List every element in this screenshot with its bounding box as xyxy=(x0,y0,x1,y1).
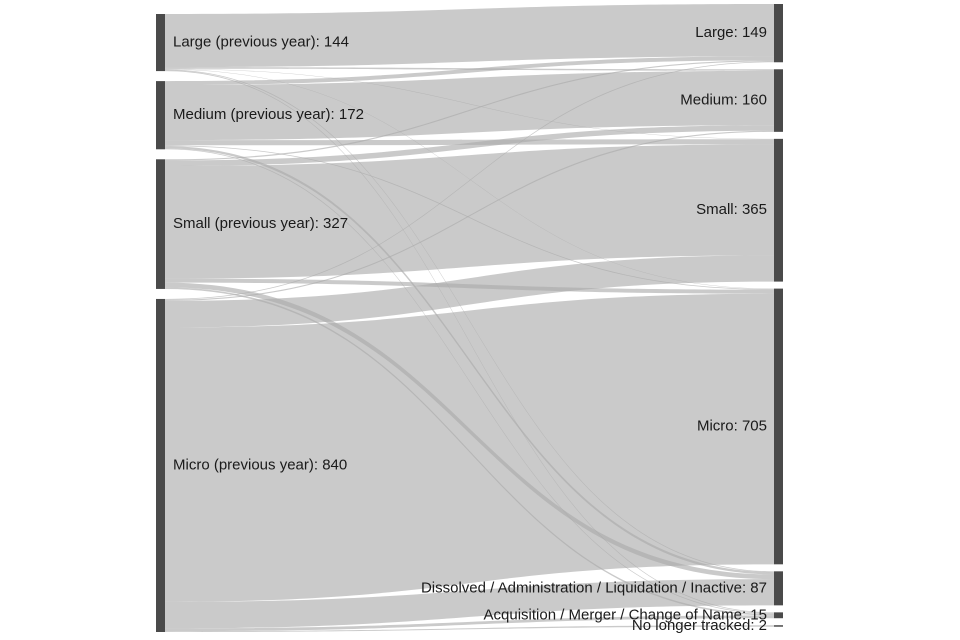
label-micro: Micro: 705 xyxy=(697,417,767,434)
node-acquisition xyxy=(774,612,783,619)
flow-large_prev-to-medium xyxy=(165,67,774,71)
flow-micro_prev-to-small xyxy=(165,255,774,328)
flow-large_prev-to-large xyxy=(165,4,774,68)
flow-large_prev-to-dissolved xyxy=(165,69,774,573)
flow-small_prev-to-large xyxy=(165,60,774,161)
flow-micro_prev-to-large xyxy=(165,61,774,300)
flow-small_prev-to-small xyxy=(165,144,774,279)
flow-medium_prev-to-small xyxy=(165,139,774,146)
flow-small_prev-to-dissolved xyxy=(165,282,774,580)
flow-small_prev-to-acquisition xyxy=(165,287,774,616)
node-micro xyxy=(774,288,783,565)
flow-medium_prev-to-large xyxy=(165,56,774,86)
flow-medium_prev-to-dissolved xyxy=(165,146,774,575)
flow-large_prev-to-acquisition xyxy=(165,70,774,614)
node-small_prev xyxy=(156,159,165,289)
flow-links xyxy=(165,4,774,632)
flow-small_prev-to-medium xyxy=(165,125,774,167)
flow-medium_prev-to-micro xyxy=(165,145,774,290)
label-untracked: No longer tracked: 2 xyxy=(632,617,767,634)
node-dissolved xyxy=(774,571,783,606)
flow-micro_prev-to-dissolved xyxy=(165,579,774,629)
node-micro_prev xyxy=(156,298,165,632)
label-small: Small: 365 xyxy=(696,201,767,218)
node-medium xyxy=(774,69,783,132)
flow-large_prev-to-micro xyxy=(165,69,774,289)
label-medium: Medium: 160 xyxy=(680,92,767,109)
node-labels: Large (previous year): 144 Medium (previo… xyxy=(173,24,767,634)
flow-micro_prev-to-acquisition xyxy=(165,615,774,632)
nodes xyxy=(156,4,783,632)
flow-large_prev-to-small xyxy=(165,68,774,140)
node-untracked xyxy=(774,625,783,627)
label-dissolved: Dissolved / Administration / Liquidation… xyxy=(421,579,767,596)
flow-micro_prev-to-medium xyxy=(165,130,774,301)
label-medium_prev: Medium (previous year): 172 xyxy=(173,106,364,123)
label-large_prev: Large (previous year): 144 xyxy=(173,34,349,51)
flow-micro_prev-to-untracked xyxy=(165,625,774,632)
flow-micro_prev-to-micro xyxy=(165,293,774,602)
node-large xyxy=(774,4,783,63)
node-small xyxy=(774,138,783,282)
node-large_prev xyxy=(156,14,165,72)
label-micro_prev: Micro (previous year): 840 xyxy=(173,456,347,473)
label-small_prev: Small (previous year): 327 xyxy=(173,215,348,232)
label-acquisition: Acquisition / Merger / Change of Name: 1… xyxy=(484,606,767,623)
label-large: Large: 149 xyxy=(695,24,767,41)
node-medium_prev xyxy=(156,81,165,150)
flow-medium_prev-to-acquisition xyxy=(165,148,774,614)
